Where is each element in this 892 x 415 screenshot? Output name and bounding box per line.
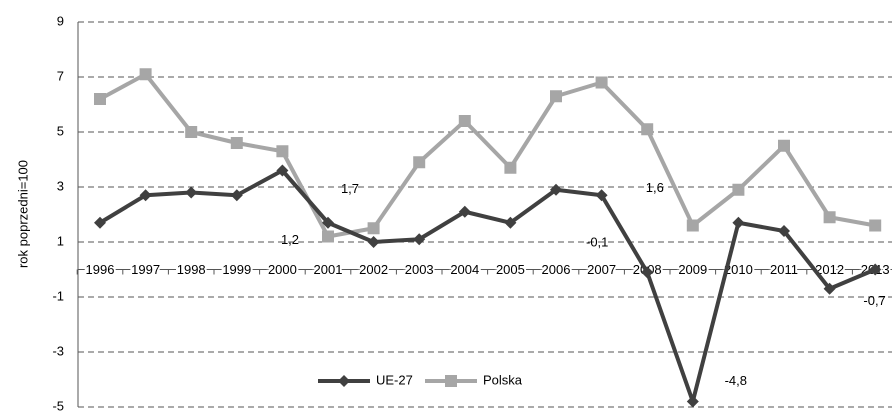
y-tick-label: 1 (57, 233, 64, 248)
data-point (94, 216, 106, 229)
y-tick-label: 9 (57, 13, 64, 28)
data-point (686, 219, 699, 232)
x-tick-label: 2003 (405, 262, 434, 277)
y-tick-label: 7 (57, 68, 64, 83)
data-point (732, 216, 745, 229)
data-point (595, 189, 608, 202)
data-point (778, 139, 790, 152)
x-tick-label: 1998 (177, 262, 206, 277)
legend-label: UE-27 (376, 372, 413, 387)
data-point (458, 115, 471, 127)
data-point (139, 68, 152, 81)
data-point (185, 186, 198, 199)
data-label: -0,7 (863, 293, 885, 308)
y-tick-label: -1 (52, 288, 64, 303)
data-point (823, 282, 836, 295)
data-point (413, 156, 426, 169)
x-tick-label: 2006 (542, 262, 571, 277)
legend-marker (338, 375, 350, 387)
data-point (276, 145, 289, 158)
y-tick-label: -5 (52, 398, 64, 413)
x-tick-label: 2001 (314, 262, 343, 277)
data-label: -4,8 (725, 373, 747, 388)
y-tick-label: -3 (52, 343, 64, 358)
x-tick-label: 1996 (86, 262, 115, 277)
x-tick-label: 2000 (268, 262, 297, 277)
x-tick-label: 2012 (815, 262, 844, 277)
data-label: 1,7 (341, 181, 359, 196)
data-point (504, 161, 517, 174)
data-label: 1,6 (646, 180, 664, 195)
x-tick-label: 1997 (131, 262, 160, 277)
data-point (641, 266, 654, 279)
data-point (869, 263, 882, 276)
x-tick-label: 2009 (678, 262, 707, 277)
data-point (641, 123, 654, 136)
data-point (413, 233, 426, 246)
data-point (778, 225, 790, 237)
x-tick-label: 2004 (450, 262, 479, 277)
data-point (322, 216, 334, 229)
data-point (185, 126, 198, 138)
data-point (686, 395, 699, 408)
data-label: -0,1 (586, 235, 608, 250)
series-line (98, 168, 876, 404)
x-tick-label: 2005 (496, 262, 525, 277)
data-point (230, 189, 243, 202)
data-point (322, 230, 334, 243)
data-point (367, 222, 380, 235)
series-line (99, 72, 876, 239)
data-point (550, 90, 562, 103)
data-point (732, 183, 745, 196)
data-point (823, 211, 836, 224)
x-tick-label: 2010 (724, 262, 753, 277)
data-point (367, 236, 380, 248)
x-tick-label: 1999 (222, 262, 251, 277)
data-point (94, 93, 106, 105)
data-point (595, 76, 608, 89)
data-point (139, 189, 152, 202)
legend-marker (445, 375, 457, 387)
data-point (230, 137, 243, 149)
data-point (458, 205, 471, 218)
data-label: 1,2 (281, 232, 299, 247)
x-tick-label: 2002 (359, 262, 388, 277)
data-point (550, 183, 562, 196)
data-point (869, 219, 882, 232)
data-point (504, 216, 517, 229)
y-tick-label: 3 (57, 178, 64, 193)
y-tick-label: 5 (57, 123, 64, 138)
y-axis-title: rok poprzedni=100 (15, 160, 30, 268)
x-tick-label: 2011 (770, 262, 798, 277)
x-tick-label: 2007 (587, 262, 616, 277)
legend-label: Polska (483, 372, 523, 387)
data-point (276, 164, 289, 177)
